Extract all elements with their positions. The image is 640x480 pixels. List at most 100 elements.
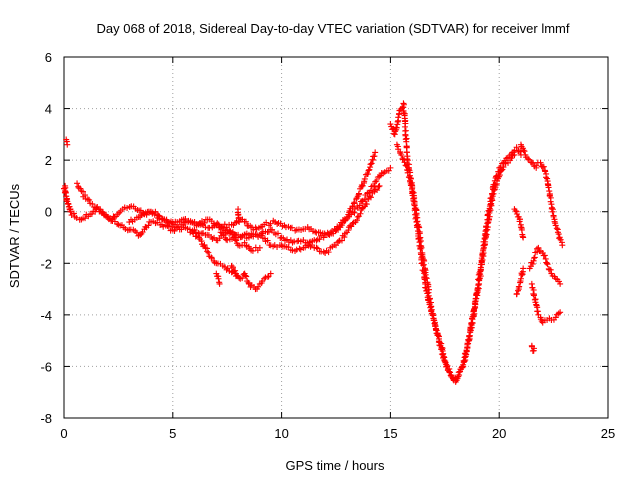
data-point xyxy=(460,357,467,364)
data-point xyxy=(395,114,402,121)
data-point xyxy=(402,162,409,169)
x-tick-label: 25 xyxy=(601,426,615,441)
data-point xyxy=(530,159,537,166)
data-point xyxy=(214,220,221,227)
data-point xyxy=(410,195,417,202)
data-point xyxy=(487,207,494,214)
data-point xyxy=(219,229,226,236)
data-point xyxy=(460,361,467,368)
ticks: 0 5 10 15 20 25 -8 -6 -4 -2 0 2 4 6 xyxy=(40,50,615,441)
data-point xyxy=(263,219,270,226)
data-point xyxy=(376,182,383,189)
data-point xyxy=(353,217,360,224)
data-point xyxy=(278,242,285,249)
data-point xyxy=(531,296,538,303)
data-point xyxy=(478,257,485,264)
data-point xyxy=(245,280,252,287)
data-point xyxy=(480,247,487,254)
x-tick-label: 10 xyxy=(274,426,288,441)
data-point xyxy=(482,238,489,245)
data-point xyxy=(517,279,524,286)
data-point xyxy=(528,280,535,287)
data-point xyxy=(486,209,493,216)
data-point xyxy=(520,265,527,272)
data-point xyxy=(73,214,80,221)
data-point xyxy=(202,224,209,231)
data-point xyxy=(559,242,566,249)
data-point xyxy=(480,244,487,251)
data-point xyxy=(463,347,470,354)
data-point xyxy=(160,223,167,230)
data-point xyxy=(520,234,527,241)
chart-title: Day 068 of 2018, Sidereal Day-to-day VTE… xyxy=(97,21,570,36)
data-point xyxy=(490,190,497,197)
data-point xyxy=(498,167,505,174)
data-point xyxy=(464,341,471,348)
data-point xyxy=(321,230,328,237)
data-point xyxy=(425,283,432,290)
series-track-r xyxy=(528,342,538,354)
data-point xyxy=(70,210,77,217)
data-point xyxy=(405,174,412,181)
data-point xyxy=(242,218,249,225)
data-point xyxy=(345,227,352,234)
data-point xyxy=(351,199,358,206)
data-point xyxy=(354,213,361,220)
data-point xyxy=(367,194,374,201)
data-point xyxy=(484,226,491,233)
data-point xyxy=(137,207,144,214)
series-track-p xyxy=(528,280,542,318)
data-point xyxy=(549,208,556,215)
data-point xyxy=(530,292,537,299)
data-point xyxy=(74,180,81,187)
data-point xyxy=(552,222,559,229)
data-point xyxy=(531,345,538,352)
data-point xyxy=(64,198,71,205)
series-track-q xyxy=(537,309,564,326)
data-point xyxy=(313,237,320,244)
data-point xyxy=(171,227,178,234)
data-point xyxy=(205,249,212,256)
series-track-o xyxy=(526,244,564,287)
data-point xyxy=(239,275,246,282)
data-point xyxy=(502,160,509,167)
data-point xyxy=(535,244,542,251)
data-point xyxy=(316,236,323,243)
x-tick-label: 0 xyxy=(60,426,67,441)
data-point xyxy=(511,151,518,158)
data-point xyxy=(441,358,448,365)
data-point xyxy=(492,182,499,189)
data-point xyxy=(401,159,408,166)
series-track-h xyxy=(228,262,274,293)
data-point xyxy=(529,260,536,267)
data-point xyxy=(269,226,276,233)
x-tick-label: 5 xyxy=(169,426,176,441)
series-track-t xyxy=(517,141,540,171)
data-point xyxy=(220,231,227,238)
data-point xyxy=(404,169,411,176)
series-track-s xyxy=(533,159,566,249)
y-tick-label: 0 xyxy=(45,205,52,220)
data-point xyxy=(267,220,274,227)
data-point xyxy=(359,182,366,189)
data-point xyxy=(540,163,547,170)
data-point xyxy=(124,205,131,212)
data-point xyxy=(288,224,295,231)
series-track-l xyxy=(393,141,518,383)
y-tick-label: -6 xyxy=(40,359,52,374)
series-track-i xyxy=(234,206,243,226)
data-point xyxy=(524,155,531,162)
data-point xyxy=(233,237,240,244)
data-point xyxy=(320,234,327,241)
y-axis-label: SDTVAR / TECUs xyxy=(7,183,22,288)
data-point xyxy=(517,224,524,231)
data-points xyxy=(61,100,566,385)
data-point xyxy=(355,190,362,197)
data-point xyxy=(413,211,420,218)
data-point xyxy=(249,247,256,254)
data-point xyxy=(437,342,444,349)
y-tick-label: 4 xyxy=(45,102,52,117)
data-point xyxy=(374,187,381,194)
data-point xyxy=(208,254,215,261)
data-point xyxy=(229,264,236,271)
